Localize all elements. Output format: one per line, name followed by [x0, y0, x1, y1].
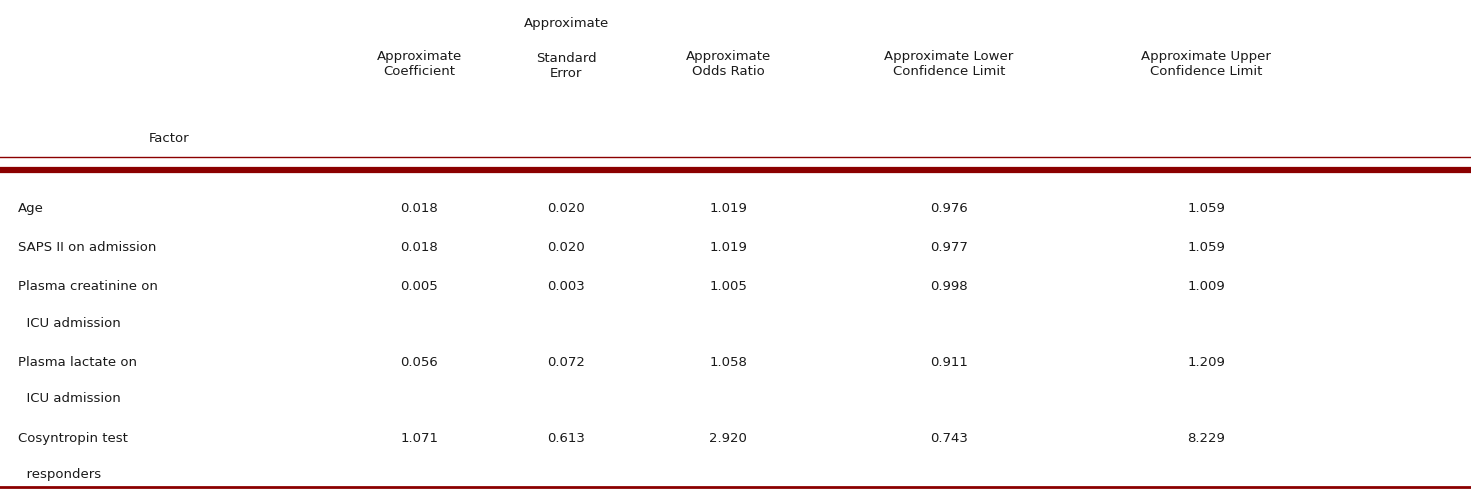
Text: Age: Age [18, 202, 44, 215]
Text: ICU admission: ICU admission [18, 317, 121, 330]
Text: 1.058: 1.058 [709, 356, 747, 369]
Text: 1.059: 1.059 [1187, 202, 1225, 215]
Text: 1.019: 1.019 [709, 241, 747, 254]
Text: 1.059: 1.059 [1187, 241, 1225, 254]
Text: Plasma creatinine on: Plasma creatinine on [18, 280, 157, 293]
Text: SAPS II on admission: SAPS II on admission [18, 241, 156, 254]
Text: 0.005: 0.005 [400, 280, 438, 293]
Text: 2.920: 2.920 [709, 432, 747, 445]
Text: Factor: Factor [149, 132, 190, 145]
Text: Approximate Lower
Confidence Limit: Approximate Lower Confidence Limit [884, 50, 1014, 78]
Text: 0.056: 0.056 [400, 356, 438, 369]
Text: Cosyntropin test: Cosyntropin test [18, 432, 128, 445]
Text: ICU admission: ICU admission [18, 392, 121, 405]
Text: 0.977: 0.977 [930, 241, 968, 254]
Text: Approximate
Coefficient: Approximate Coefficient [377, 50, 462, 78]
Text: 0.613: 0.613 [547, 432, 585, 445]
Text: 0.072: 0.072 [547, 356, 585, 369]
Text: 0.976: 0.976 [930, 202, 968, 215]
Text: Plasma lactate on: Plasma lactate on [18, 356, 137, 369]
Text: 0.020: 0.020 [547, 241, 585, 254]
Text: Approximate
Odds Ratio: Approximate Odds Ratio [685, 50, 771, 78]
Text: 0.998: 0.998 [930, 280, 968, 293]
Text: 1.005: 1.005 [709, 280, 747, 293]
Text: Standard
Error: Standard Error [535, 52, 597, 80]
Text: responders: responders [18, 468, 101, 481]
Text: 0.003: 0.003 [547, 280, 585, 293]
Text: 0.911: 0.911 [930, 356, 968, 369]
Text: 0.018: 0.018 [400, 241, 438, 254]
Text: 1.019: 1.019 [709, 202, 747, 215]
Text: 0.743: 0.743 [930, 432, 968, 445]
Text: 1.071: 1.071 [400, 432, 438, 445]
Text: 0.018: 0.018 [400, 202, 438, 215]
Text: 1.209: 1.209 [1187, 356, 1225, 369]
Text: Approximate: Approximate [524, 17, 609, 30]
Text: Approximate Upper
Confidence Limit: Approximate Upper Confidence Limit [1141, 50, 1271, 78]
Text: 1.009: 1.009 [1187, 280, 1225, 293]
Text: 8.229: 8.229 [1187, 432, 1225, 445]
Text: 0.020: 0.020 [547, 202, 585, 215]
